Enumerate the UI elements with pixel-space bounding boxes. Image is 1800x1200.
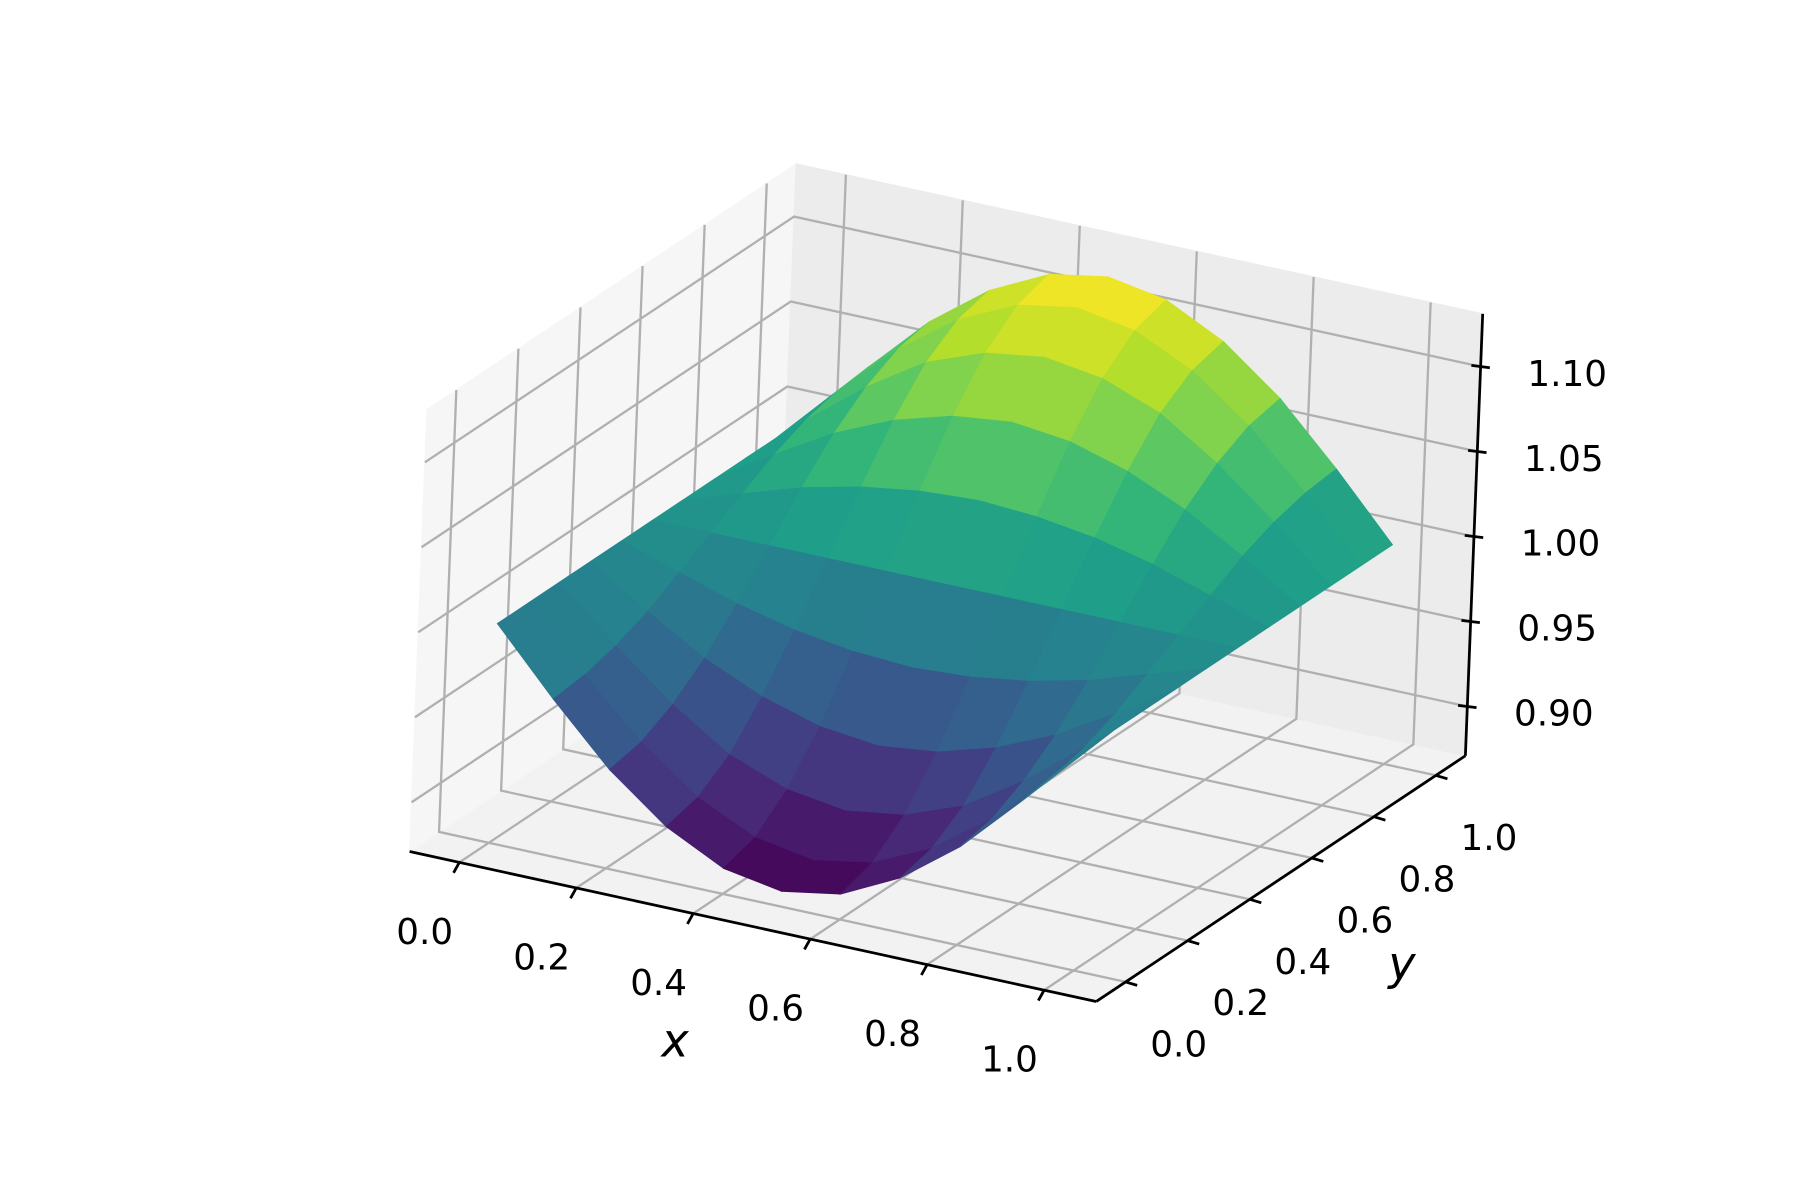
grid-line: [437, 389, 1126, 984]
z-tick: [1461, 618, 1481, 625]
z-tick-label: 0.90: [1514, 694, 1594, 735]
grid-line: [926, 276, 1315, 966]
y-tick-label: 1.0: [1461, 818, 1518, 859]
y-tick: [1125, 980, 1138, 987]
y-tick-label: 0.6: [1336, 901, 1393, 942]
x-tick: [803, 938, 812, 951]
x-axis-label: x: [659, 1014, 689, 1068]
y-tick: [1187, 939, 1200, 946]
z-axis: [1464, 313, 1485, 756]
y-tick-label: 0.4: [1274, 942, 1331, 983]
z-tick-label: 1.10: [1527, 354, 1607, 395]
x-tick: [569, 887, 578, 900]
y-tick: [1249, 897, 1262, 905]
x-tick: [1037, 989, 1046, 1002]
x-tick-label: 0.8: [864, 1014, 921, 1055]
y-axis: [1095, 754, 1467, 1003]
surface-face: [1020, 730, 1114, 802]
y-tick: [1311, 856, 1324, 863]
grid-line: [424, 215, 1481, 464]
y-tick-label: 0.0: [1150, 1025, 1207, 1066]
z-tick-label: 0.95: [1517, 609, 1597, 650]
x-tick-label: 0.0: [396, 912, 453, 953]
z-tick-label: 1.00: [1521, 524, 1601, 565]
y-tick-label: 0.8: [1398, 859, 1455, 900]
x-tick: [920, 963, 929, 976]
x-tick: [686, 912, 695, 925]
z-tick: [1457, 703, 1477, 710]
y-tick-label: 0.2: [1212, 983, 1269, 1024]
z-tick: [1464, 533, 1484, 540]
z-tick: [1471, 364, 1491, 370]
grid-line: [1043, 302, 1432, 992]
x-tick-label: 0.2: [513, 937, 570, 978]
y-tick: [1435, 774, 1448, 781]
x-tick: [452, 861, 461, 874]
z-tick: [1467, 448, 1487, 455]
grid-line: [562, 307, 1250, 901]
x-tick-label: 0.4: [630, 963, 687, 1004]
grid-line: [499, 348, 1188, 942]
z-tick-label: 1.05: [1524, 439, 1604, 480]
x-axis: [409, 850, 1097, 1003]
x-tick-label: 0.6: [747, 989, 804, 1030]
x-tick-label: 1.0: [981, 1040, 1038, 1081]
y-axis-label: y: [1386, 936, 1416, 990]
y-tick: [1373, 815, 1386, 822]
